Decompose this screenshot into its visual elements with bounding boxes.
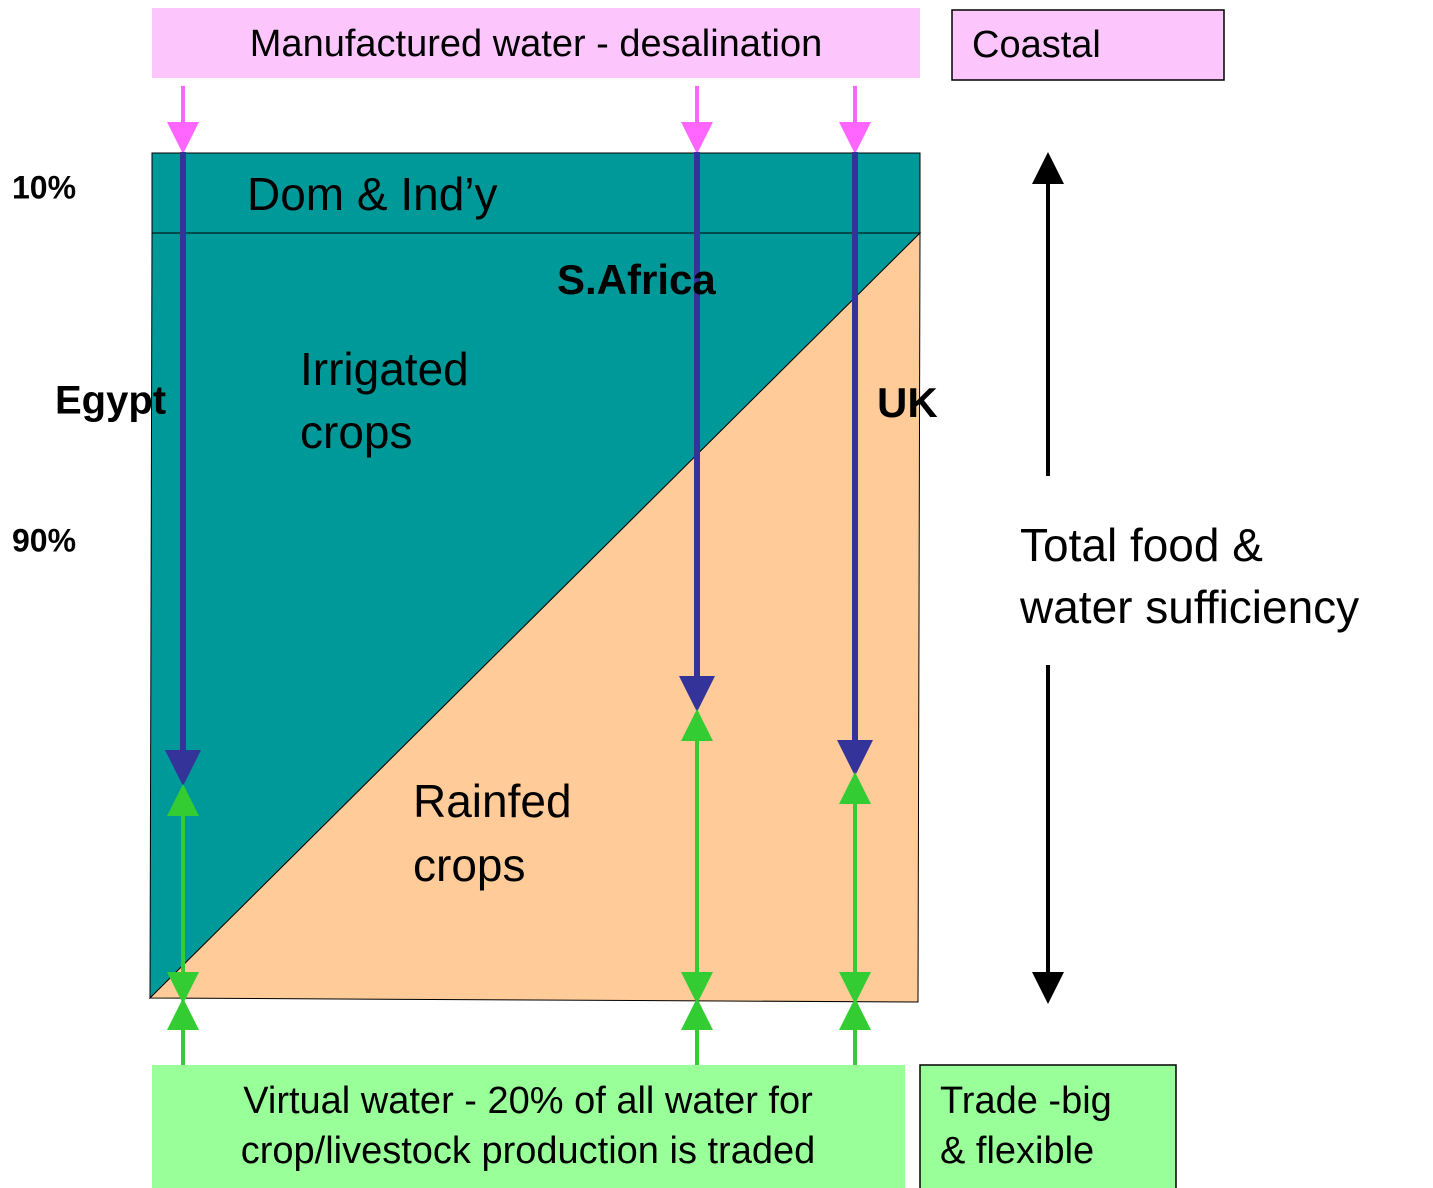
trade-box bbox=[919, 1064, 1177, 1188]
region-label: crops bbox=[413, 839, 525, 891]
sufficiency-label: Total food & bbox=[1020, 519, 1263, 571]
trade-label: Trade -big bbox=[940, 1080, 1112, 1122]
percent-label: 90% bbox=[12, 522, 76, 558]
virtual-water-box bbox=[152, 1065, 905, 1188]
desalination-box bbox=[152, 8, 920, 78]
region-label: Irrigated bbox=[300, 343, 469, 395]
green-arrows bbox=[167, 709, 871, 1066]
country-label: UK bbox=[877, 379, 938, 426]
region-label: crops bbox=[300, 406, 412, 458]
sufficiency-label: water sufficiency bbox=[1019, 581, 1359, 633]
region-label: Rainfed bbox=[413, 775, 572, 827]
region-label: Dom & Ind’y bbox=[247, 168, 498, 220]
virtual-water-label: Virtual water - 20% of all water for bbox=[243, 1080, 813, 1122]
rainfed-region bbox=[148, 231, 921, 1003]
percent-label: 10% bbox=[12, 169, 76, 205]
trade-label: & flexible bbox=[940, 1130, 1094, 1172]
country-label: S.Africa bbox=[557, 256, 716, 303]
desalination-label: Manufactured water - desalination bbox=[250, 23, 822, 65]
top-band bbox=[151, 152, 921, 234]
coastal-box bbox=[951, 9, 1225, 81]
country-label: Egypt bbox=[55, 379, 166, 423]
pink-arrows bbox=[167, 86, 871, 154]
virtual-water-label: crop/livestock production is traded bbox=[241, 1130, 816, 1172]
coastal-label: Coastal bbox=[972, 24, 1101, 66]
blue-arrows bbox=[165, 152, 873, 786]
